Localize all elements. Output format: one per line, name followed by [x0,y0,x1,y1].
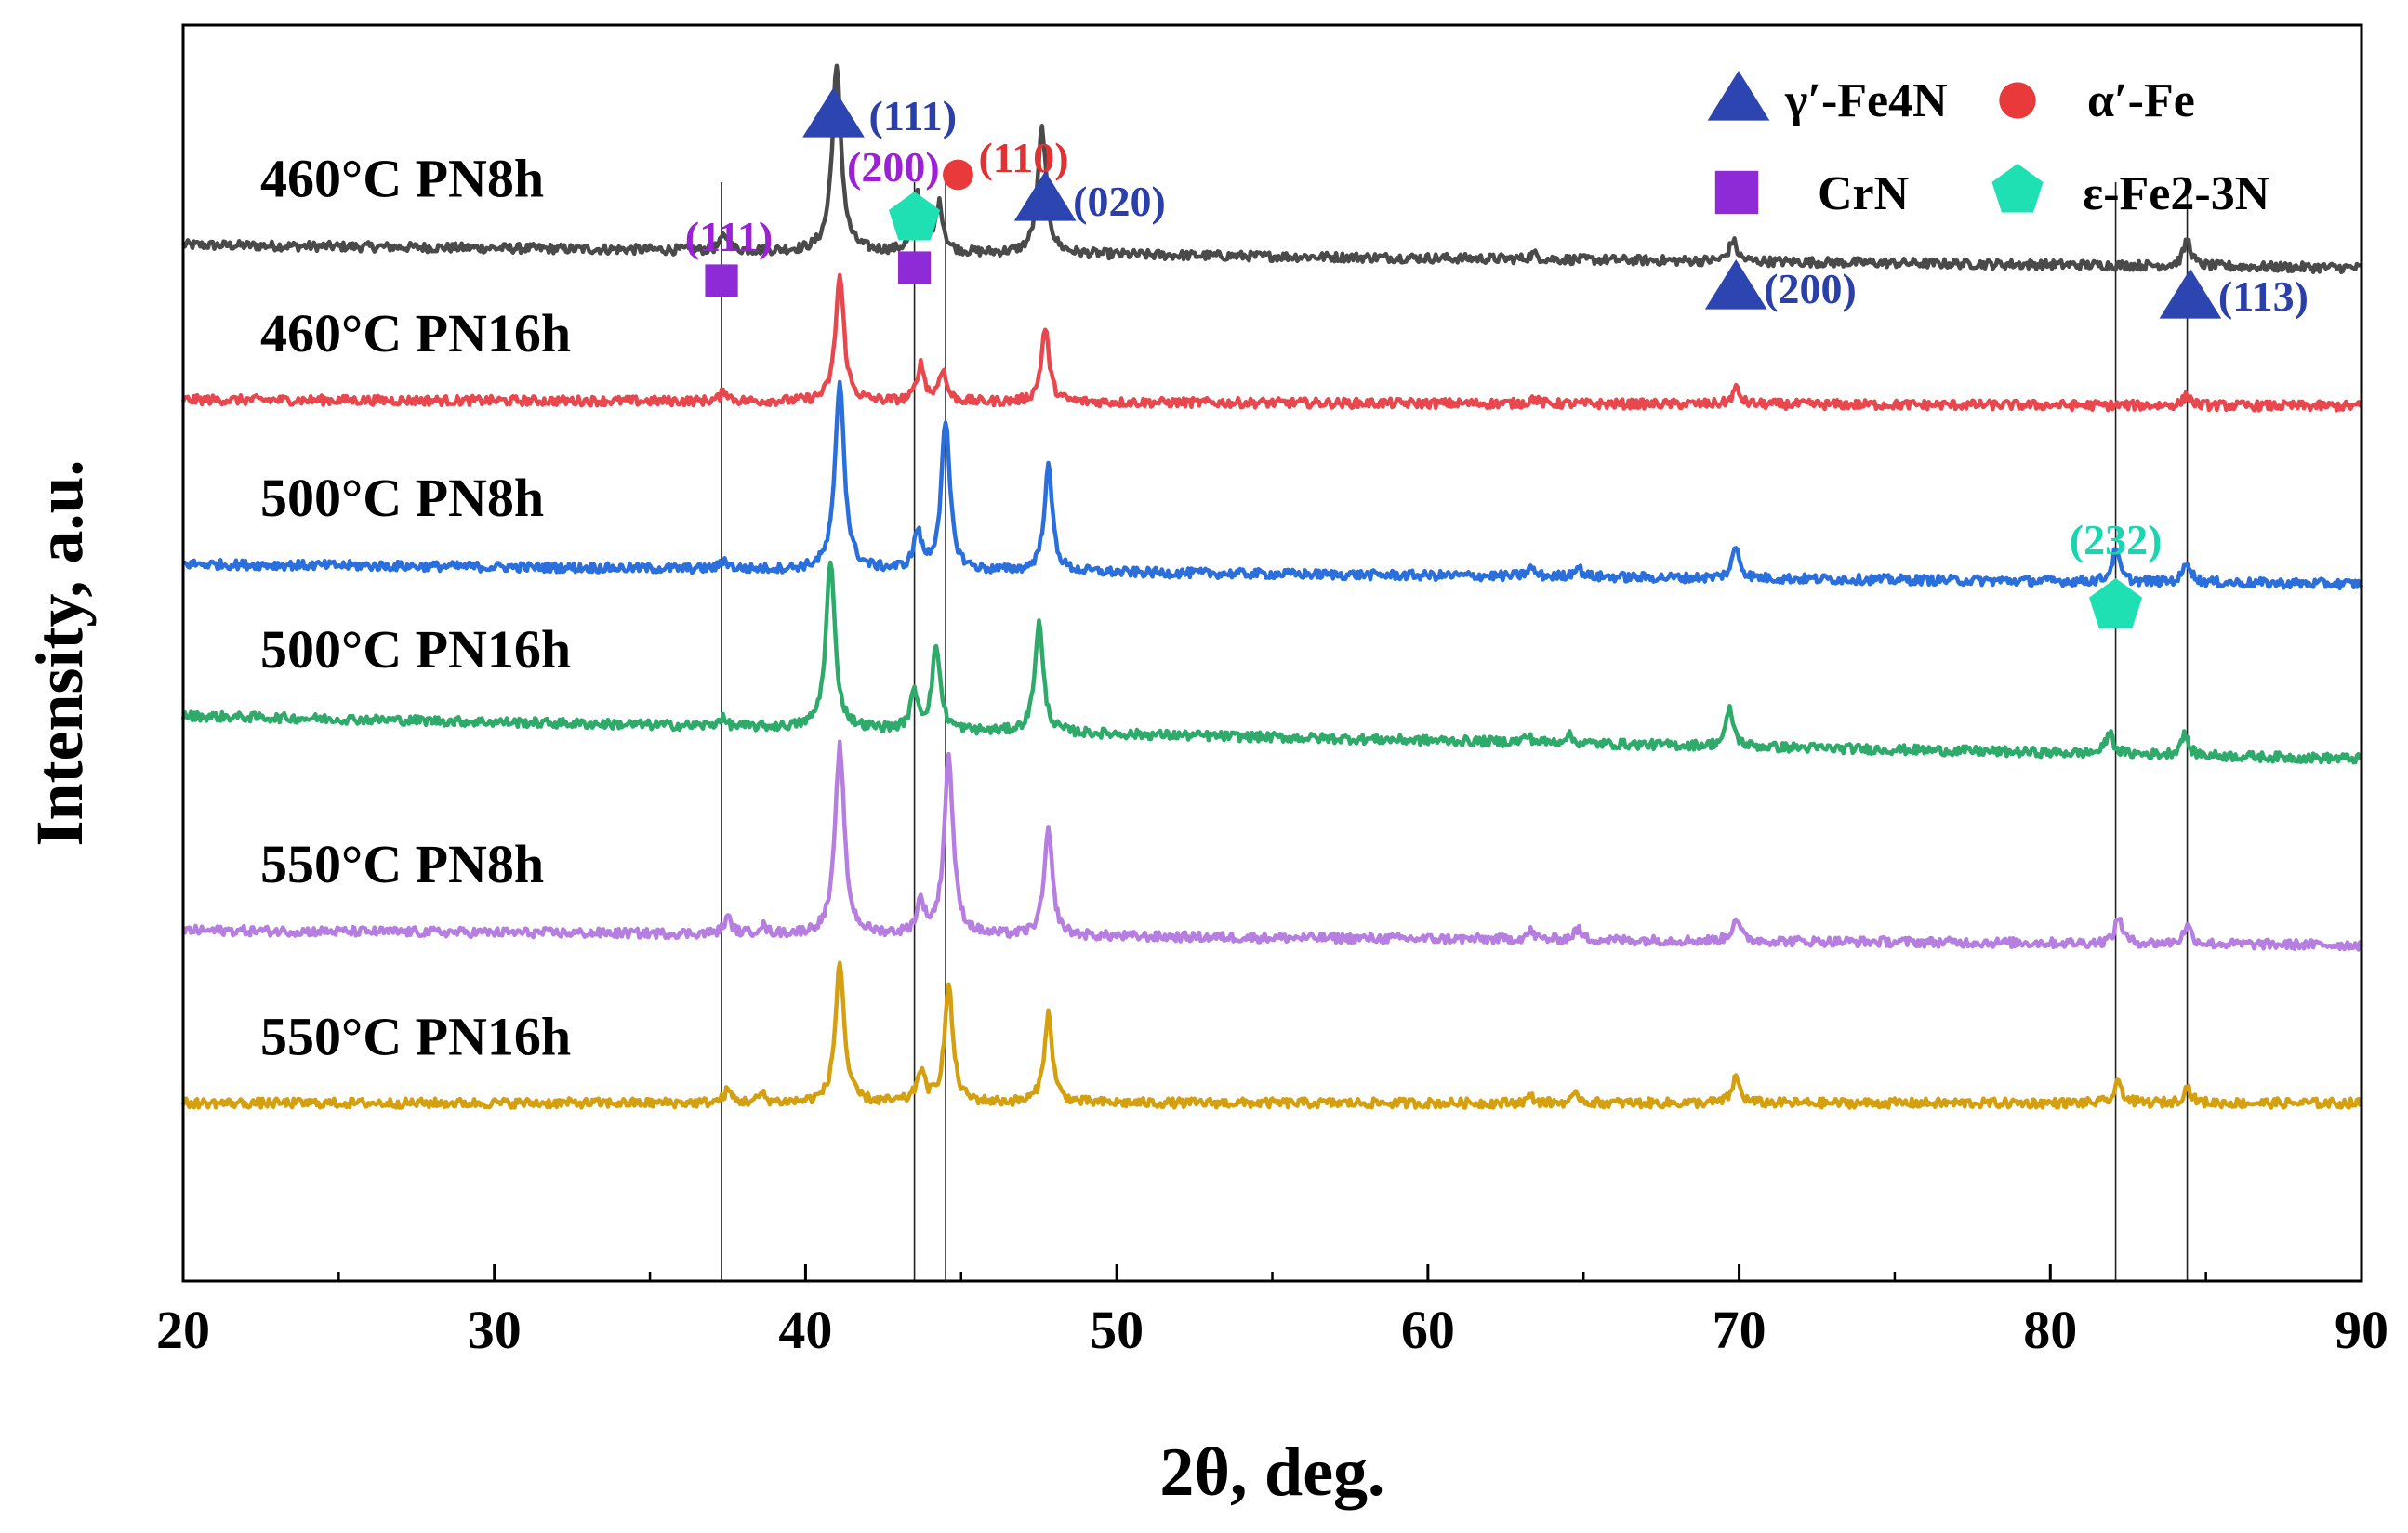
pentagon-marker [889,192,941,241]
series-line [182,379,2364,591]
x-tick-label: 90 [2335,1300,2388,1360]
series-line [181,739,2364,952]
x-tick-label: 20 [156,1300,210,1360]
triangle-marker [1704,259,1767,310]
x-axis-label: 2θ, deg. [1159,1434,1384,1511]
peak-label: (111) [869,92,958,139]
x-tick-label: 80 [2023,1300,2077,1360]
pentagon-marker [1991,164,2044,213]
series-line [180,960,2363,1110]
circle-marker [1999,82,2036,119]
peak-label: (200) [847,143,940,191]
legend-label: ε-Fe2-3N [2083,167,2269,220]
square-marker [705,264,738,297]
legend-label: α′-Fe [2087,74,2195,127]
x-tick-label: 60 [1401,1300,1455,1360]
peak-label: (113) [2218,272,2309,320]
series-label: 460°C PN8h [260,148,544,208]
x-tick-label: 70 [1713,1300,1766,1360]
series-layer: 460°C PN8h 460°C PN16h 500°C PN8h 500°C PN1… [180,63,2364,1110]
y-axis-label: Intensity, a.u. [22,459,97,846]
triangle-marker [802,87,865,138]
triangle-marker [1013,171,1077,221]
square-marker [897,251,932,284]
series-line [180,63,2362,275]
circle-marker [943,159,973,191]
series-label: 500°C PN16h [260,619,571,680]
triangle-marker [1707,71,1770,121]
series-label: 500°C PN8h [260,468,544,528]
x-axis-ticks: 20 30 40 50 60 70 80 90 [156,1264,2388,1360]
peak-annotations: (111)(111)(200) (110)(020)(200)(232)(113) [685,87,2309,629]
series-label: 550°C PN8h [260,834,544,894]
legend-label: γ′-Fe4N [1784,74,1948,127]
series-line [180,272,2363,413]
legend: γ′-Fe4N α′-Fe CrN ε-Fe2-3N [1707,71,2269,220]
peak-label: (200) [1764,265,1857,312]
x-tick-label: 30 [468,1300,522,1360]
peak-label: (111) [685,213,774,260]
peak-label: (232) [2070,516,2163,563]
peak-label: (020) [1073,178,1166,225]
x-tick-label: 40 [778,1300,832,1360]
x-tick-label: 50 [1090,1300,1144,1360]
series-line [180,560,2363,765]
peak-label: (110) [978,134,1068,181]
series-label: 550°C PN16h [260,1007,571,1067]
pentagon-marker [2089,578,2143,629]
square-marker [1714,170,1759,215]
triangle-marker [2159,269,2222,319]
legend-label: CrN [1818,167,1909,220]
series-label: 460°C PN16h [260,303,571,363]
